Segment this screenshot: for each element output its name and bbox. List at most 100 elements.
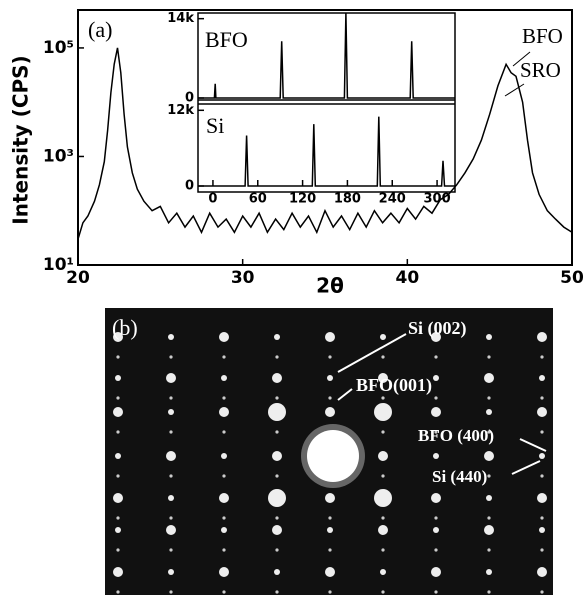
spot <box>487 548 491 552</box>
spot <box>434 355 438 359</box>
spot <box>169 548 173 552</box>
spot <box>381 355 385 359</box>
spot <box>275 430 279 434</box>
spot <box>381 590 385 594</box>
spot <box>222 474 226 478</box>
spot <box>169 430 173 434</box>
spot <box>116 590 120 594</box>
x-tick-label: 120 <box>289 192 316 207</box>
spot <box>274 569 280 575</box>
spot <box>169 396 173 400</box>
spot <box>540 548 544 552</box>
spot <box>487 396 491 400</box>
arrow <box>337 388 353 401</box>
x-tick-label: 20 <box>66 268 90 288</box>
spot <box>431 332 441 342</box>
spot <box>222 430 226 434</box>
spot <box>272 525 282 535</box>
y-tick-label: 10¹ <box>43 255 74 275</box>
spot <box>434 516 438 520</box>
spot <box>539 527 545 533</box>
spot <box>380 334 386 340</box>
spot <box>434 396 438 400</box>
spot <box>328 355 332 359</box>
spot <box>268 489 286 507</box>
spot <box>433 375 439 381</box>
spot <box>222 396 226 400</box>
spot <box>115 375 121 381</box>
spot <box>381 474 385 478</box>
x-tick-label: 0 <box>208 192 217 207</box>
data-line <box>77 47 573 240</box>
spot <box>116 430 120 434</box>
spot <box>272 373 282 383</box>
arrow <box>519 438 547 452</box>
y-axis-label: Intensity (CPS) <box>9 55 33 224</box>
inset-label: Si <box>206 113 224 138</box>
spot <box>219 567 229 577</box>
spot <box>116 355 120 359</box>
x-tick-label: 60 <box>249 192 267 207</box>
spot <box>275 548 279 552</box>
annotation: Si (440) <box>432 467 487 486</box>
spot <box>374 489 392 507</box>
annotation: BFO(001) <box>356 375 432 396</box>
spot <box>484 525 494 535</box>
spot <box>328 516 332 520</box>
spot <box>115 527 121 533</box>
spot <box>169 355 173 359</box>
spot <box>275 516 279 520</box>
spot <box>272 451 282 461</box>
spot <box>221 527 227 533</box>
spot <box>540 355 544 359</box>
annotation: BFO <box>522 24 563 48</box>
spot <box>327 375 333 381</box>
y-tick-label: 10⁵ <box>43 38 74 58</box>
spot <box>484 451 494 461</box>
spot <box>433 527 439 533</box>
spot <box>221 453 227 459</box>
spot <box>431 493 441 503</box>
spot <box>222 516 226 520</box>
spot <box>274 334 280 340</box>
spot <box>537 407 547 417</box>
panel-label: (a) <box>88 17 112 42</box>
spot <box>116 396 120 400</box>
spot <box>275 396 279 400</box>
arrow <box>511 460 541 475</box>
spot <box>222 590 226 594</box>
x-tick-label: 180 <box>334 192 361 207</box>
spot <box>378 525 388 535</box>
inset-label: BFO <box>205 27 248 52</box>
spot <box>113 493 123 503</box>
spot <box>540 396 544 400</box>
y-tick-label: 0 <box>185 179 194 194</box>
spot <box>169 474 173 478</box>
spot <box>378 451 388 461</box>
arrow <box>337 333 407 373</box>
spot <box>487 590 491 594</box>
spot <box>431 567 441 577</box>
spot <box>434 430 438 434</box>
spot <box>540 474 544 478</box>
central-spot <box>307 430 359 482</box>
spot <box>169 516 173 520</box>
spot <box>486 334 492 340</box>
spot <box>434 548 438 552</box>
spot <box>222 548 226 552</box>
spot <box>381 516 385 520</box>
spot <box>113 407 123 417</box>
spot <box>168 409 174 415</box>
spot <box>325 332 335 342</box>
x-tick-label: 30 <box>231 268 255 288</box>
data-line <box>198 116 455 187</box>
spot <box>381 548 385 552</box>
spot <box>166 525 176 535</box>
spot <box>539 453 545 459</box>
spot <box>325 407 335 417</box>
x-axis-label: 2θ <box>316 274 344 298</box>
spot <box>115 453 121 459</box>
diffraction-pattern <box>105 308 553 595</box>
spot <box>327 527 333 533</box>
